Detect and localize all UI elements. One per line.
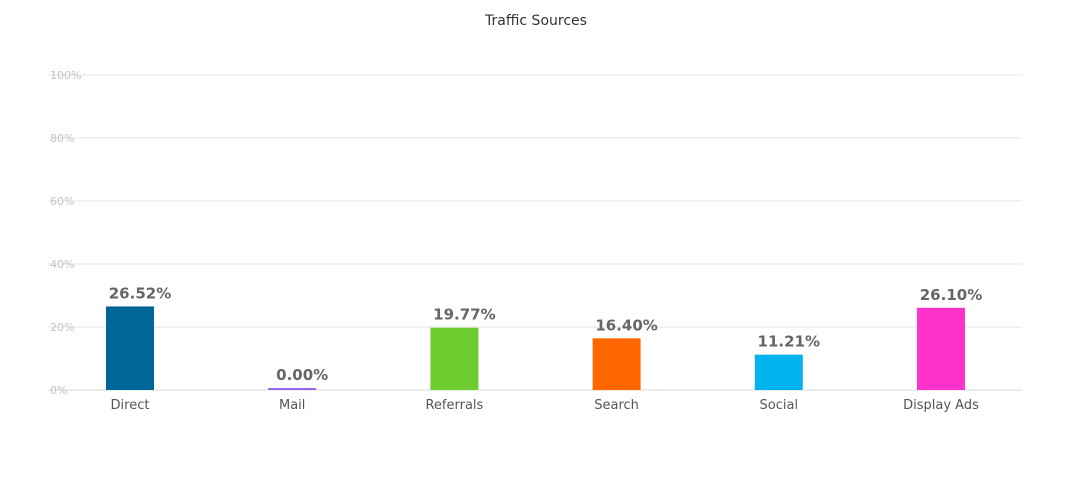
y-axis-ticks: 0% 20% 40% 60% 80% 100% (50, 69, 81, 397)
bar-search[interactable] (592, 338, 641, 390)
x-tick-label: Mail (279, 398, 305, 413)
data-label: 26.10% (920, 286, 982, 304)
x-tick-label: Search (594, 398, 639, 413)
bars (106, 306, 965, 390)
x-axis-ticks: Direct Mail Referrals Search Social Display A… (111, 398, 980, 413)
data-label: 11.21% (758, 333, 820, 351)
x-tick-label: Display Ads (903, 398, 979, 413)
y-tick-label: 60% (50, 195, 74, 208)
y-tick-label: 20% (50, 321, 74, 334)
y-tick-label: 0% (50, 384, 67, 397)
x-tick-label: Direct (111, 398, 150, 413)
data-label: 26.52% (109, 284, 171, 302)
y-tick-label: 40% (50, 258, 74, 271)
x-tick-label: Social (760, 398, 799, 413)
data-label: 19.77% (433, 306, 495, 324)
y-tick-label: 80% (50, 132, 74, 145)
gridlines (48, 74, 1022, 391)
chart-title: Traffic Sources (484, 13, 587, 29)
bar-direct[interactable] (106, 306, 154, 390)
bar-social[interactable] (754, 354, 803, 390)
bar-mail[interactable] (268, 388, 317, 390)
bar-display-ads[interactable] (917, 307, 965, 390)
data-label: 16.40% (595, 316, 657, 334)
bar-referrals[interactable] (430, 327, 479, 390)
y-tick-label: 100% (50, 69, 81, 82)
x-tick-label: Referrals (425, 398, 483, 413)
data-labels: 26.52% 0.00% 19.77% 16.40% 11.21% 26.10% (109, 284, 982, 384)
data-label: 0.00% (276, 366, 328, 384)
